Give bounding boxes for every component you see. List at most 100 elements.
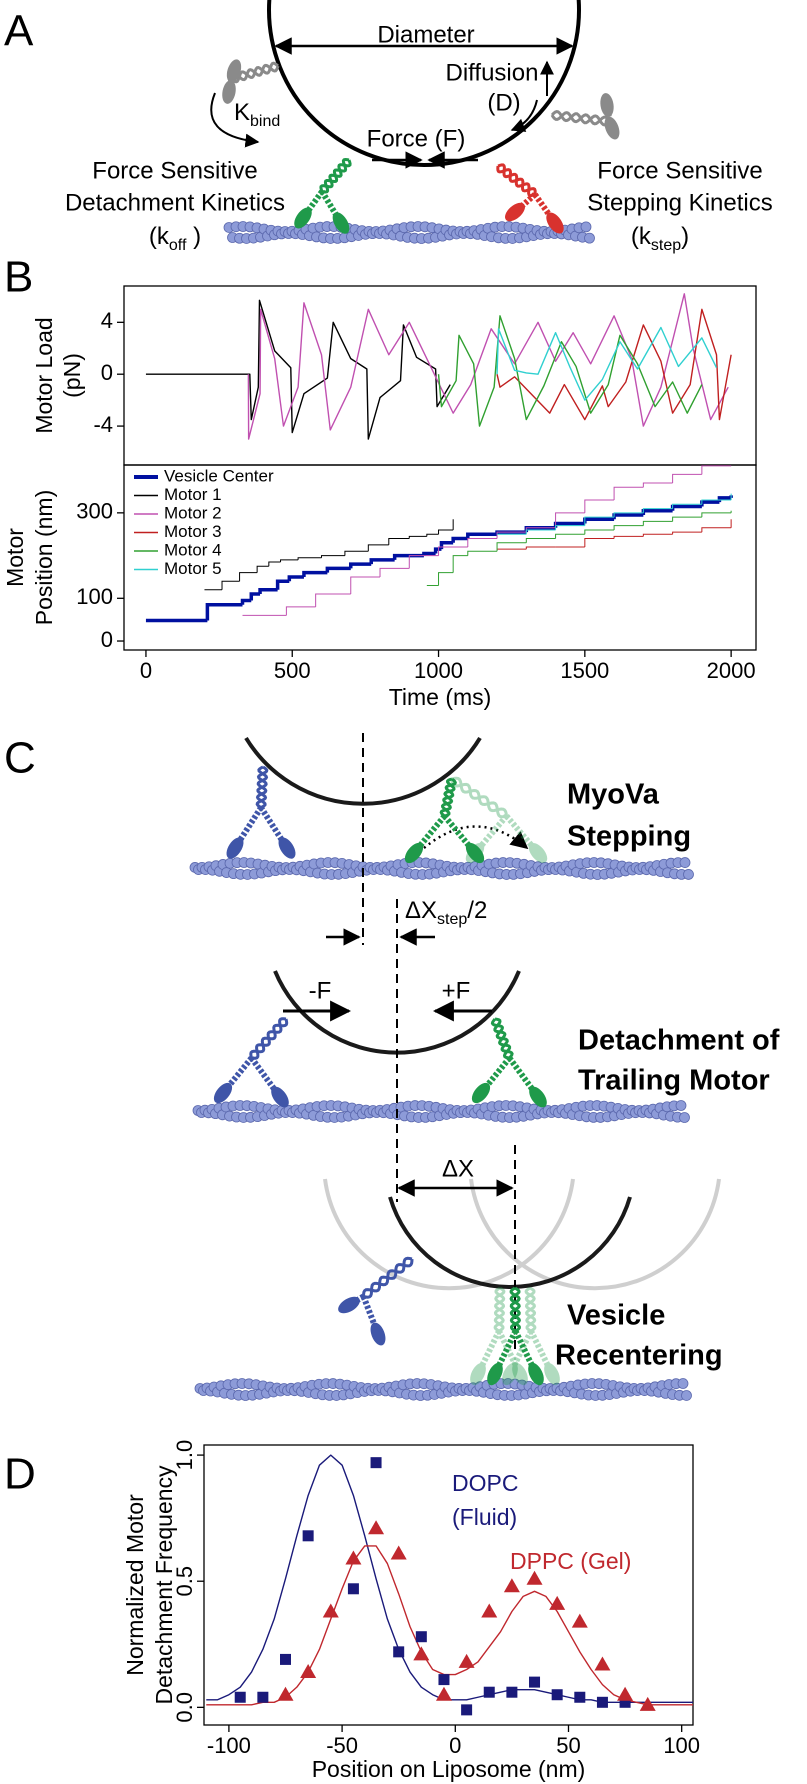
square-marker bbox=[302, 1530, 314, 1542]
plot-frame bbox=[123, 285, 757, 466]
step-segment bbox=[613, 525, 644, 530]
square-marker bbox=[596, 1696, 608, 1708]
motor-head bbox=[222, 80, 236, 104]
step-segment bbox=[350, 576, 381, 595]
y-tick-label: 0 bbox=[101, 627, 113, 652]
label: -F bbox=[309, 977, 332, 1004]
y-axis-label: Position (nm) bbox=[31, 490, 57, 625]
label-main: /2 bbox=[467, 897, 487, 924]
label: ΔX bbox=[442, 1155, 474, 1182]
motor-coil bbox=[550, 110, 611, 127]
x-tick-label: 1500 bbox=[560, 658, 609, 683]
motor-coil bbox=[319, 159, 352, 192]
square-marker bbox=[415, 1631, 427, 1643]
step-segment bbox=[613, 486, 644, 501]
y-axis-label: Detachment Frequency bbox=[151, 1465, 177, 1705]
step-segment bbox=[467, 550, 498, 556]
step-segment bbox=[302, 570, 328, 577]
step-segment bbox=[438, 546, 468, 556]
step-segment bbox=[717, 496, 732, 503]
motor-lever bbox=[472, 814, 509, 855]
motor-head bbox=[470, 1362, 486, 1386]
label: Detachment Kinetics bbox=[65, 189, 285, 216]
label: Detachment of bbox=[578, 1025, 780, 1057]
motor-lever bbox=[504, 814, 541, 855]
motor bbox=[226, 765, 296, 859]
x-axis-label: Position on Liposome (nm) bbox=[312, 1756, 586, 1782]
step-segment bbox=[451, 536, 468, 543]
annotation: DPPC (Gel) bbox=[510, 1548, 631, 1574]
motor-head bbox=[544, 1362, 560, 1386]
filament-bead bbox=[580, 221, 592, 233]
label-sub: bind bbox=[250, 113, 280, 130]
step-segment bbox=[584, 516, 615, 526]
panel-label: B bbox=[4, 253, 33, 302]
step-segment bbox=[670, 504, 702, 511]
motor bbox=[294, 157, 352, 234]
label: (koff ) bbox=[149, 223, 201, 254]
step-segment bbox=[612, 513, 644, 520]
step-segment bbox=[369, 558, 395, 565]
label: Force Sensitive bbox=[597, 157, 762, 184]
motor-head bbox=[278, 837, 296, 859]
motor-coil bbox=[497, 163, 536, 198]
square-marker bbox=[280, 1653, 291, 1665]
step-segment bbox=[275, 579, 290, 590]
triangle-marker bbox=[277, 1686, 294, 1701]
panel-label: D bbox=[4, 1450, 36, 1499]
motor bbox=[450, 776, 548, 864]
label: +F bbox=[442, 977, 471, 1004]
motor-head bbox=[338, 1296, 360, 1314]
motor-head bbox=[600, 93, 614, 117]
vesicle bbox=[244, 736, 482, 806]
binding-arrow bbox=[210, 92, 260, 148]
motor bbox=[471, 1017, 547, 1108]
triangle-marker bbox=[345, 1550, 362, 1565]
step-segment bbox=[496, 542, 527, 552]
motor-coil bbox=[509, 1286, 522, 1333]
x-tick-label: -100 bbox=[207, 1733, 251, 1758]
triangle-marker bbox=[639, 1696, 656, 1711]
label-main: ) bbox=[186, 223, 201, 250]
annotation: (Fluid) bbox=[452, 1504, 517, 1530]
motor-head bbox=[465, 842, 485, 864]
x-tick-label: -50 bbox=[326, 1733, 358, 1758]
triangle-marker bbox=[322, 1603, 339, 1618]
x-tick-label: 100 bbox=[663, 1733, 700, 1758]
step-segment bbox=[315, 593, 351, 607]
step-segment bbox=[642, 533, 673, 537]
annotation: DOPC bbox=[452, 1470, 518, 1496]
triangle-marker bbox=[435, 1686, 452, 1701]
step-segment bbox=[584, 529, 615, 535]
motor-coil bbox=[451, 776, 507, 819]
label: Vesicle bbox=[567, 1300, 665, 1332]
motor-coil bbox=[249, 1018, 289, 1059]
step-segment bbox=[672, 473, 702, 483]
legend-label: Motor 4 bbox=[164, 540, 222, 559]
legend-label: Motor 1 bbox=[164, 485, 222, 504]
motor-head bbox=[294, 207, 312, 229]
step-segment bbox=[452, 555, 468, 573]
square-marker bbox=[619, 1696, 631, 1708]
step-segment bbox=[642, 520, 673, 526]
label-main: (k bbox=[631, 223, 652, 250]
motor-head bbox=[546, 212, 564, 234]
step-segment bbox=[205, 602, 243, 621]
motor-head bbox=[404, 842, 424, 864]
step-segment bbox=[642, 482, 673, 488]
step-segment bbox=[438, 572, 454, 586]
step-segment bbox=[467, 537, 498, 548]
data-line bbox=[496, 308, 732, 421]
triangle-marker bbox=[503, 1578, 520, 1593]
step-segment bbox=[555, 533, 585, 539]
motor-head bbox=[487, 1362, 503, 1386]
motor-head bbox=[471, 1082, 491, 1104]
label-main: (k bbox=[149, 223, 170, 250]
triangle-marker bbox=[390, 1545, 407, 1560]
triangle-marker bbox=[594, 1656, 611, 1671]
motor-lever bbox=[442, 814, 478, 855]
filament-bead bbox=[683, 869, 694, 880]
vesicle-ghost bbox=[469, 1178, 721, 1291]
step-segment bbox=[613, 535, 644, 539]
filament-bead bbox=[677, 1378, 689, 1389]
